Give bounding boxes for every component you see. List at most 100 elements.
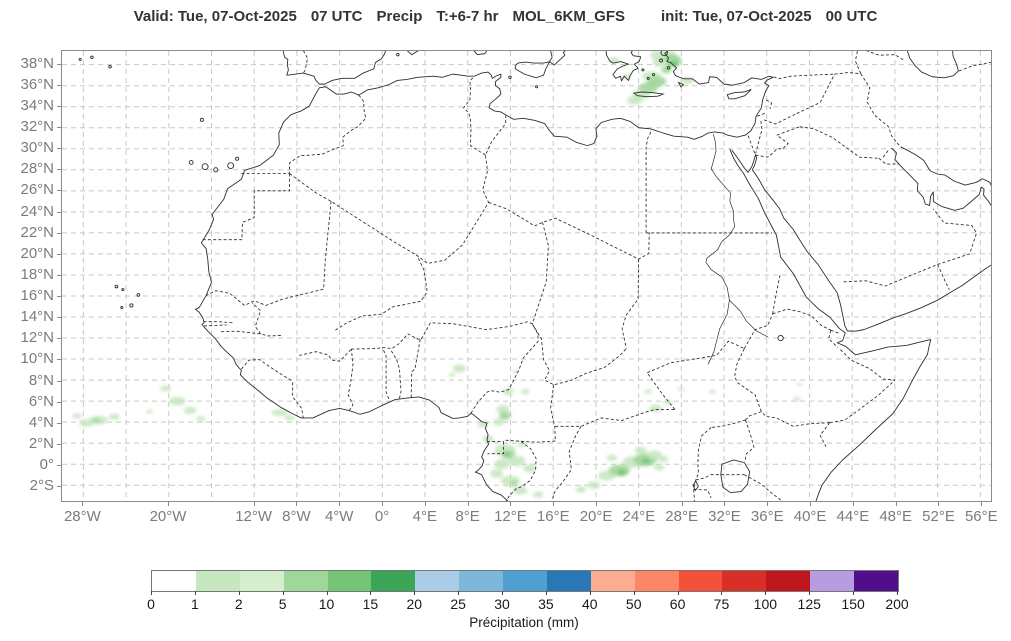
colorbar-tick — [370, 591, 372, 595]
precip-cell — [482, 435, 494, 443]
colorbar-tick-label: 25 — [450, 596, 466, 612]
colorbar-tick — [589, 591, 591, 595]
x-axis-tick — [767, 502, 769, 506]
title-part: 00 UTC — [825, 8, 878, 25]
x-axis-tick — [168, 502, 169, 506]
border-niger-chad — [532, 222, 548, 323]
colorbar-segment — [810, 571, 854, 591]
y-axis-tick-label: 36°N — [20, 75, 54, 93]
border-iran-turkmenistan — [959, 62, 991, 71]
precip-cell — [606, 454, 618, 462]
x-axis-tick-label: 52°E — [922, 508, 955, 525]
border-yemen-saudi-oman-uae — [844, 209, 977, 290]
colorbar-segment — [195, 571, 240, 591]
x-axis-tick-label: 40°E — [793, 508, 827, 525]
x-axis-tick — [596, 502, 598, 506]
y-axis-tick — [57, 127, 61, 129]
lake-tana — [778, 335, 783, 340]
colorbar-title: Précipitation (mm) — [469, 615, 579, 630]
x-axis-tick — [681, 502, 683, 506]
y-axis-tick-label: 28°N — [20, 160, 54, 178]
x-axis-tick — [82, 502, 84, 506]
x-axis-tick-label: 16°E — [536, 508, 570, 525]
colorbar-tick — [853, 591, 855, 595]
precipitation-layer — [72, 51, 803, 498]
y-axis-tick — [57, 274, 61, 276]
colorbar-tick-label: 50 — [625, 596, 642, 612]
y-axis-tick — [57, 253, 61, 255]
colorbar-segment — [152, 571, 196, 591]
border-libya-niger-chad-sudan — [489, 202, 650, 259]
colorbar-tick — [194, 591, 196, 595]
y-axis-tick — [57, 401, 61, 403]
x-axis-tick-label: 48°E — [879, 508, 913, 525]
precip-cell — [236, 359, 243, 364]
y-axis-tick — [57, 422, 61, 424]
colorbar-tick-label: 150 — [841, 596, 865, 612]
colorbar-tick-label: 20 — [406, 596, 423, 612]
y-axis-tick — [57, 486, 61, 488]
colorbar-tick — [326, 591, 328, 595]
precip-cell — [661, 66, 672, 74]
canary-island-icon — [202, 164, 208, 170]
cape-verde-island — [122, 289, 124, 291]
precip-cell — [792, 396, 801, 402]
x-axis-tick — [339, 502, 341, 506]
pantelleria-island — [509, 76, 512, 79]
border-azerbaijan-iran — [866, 51, 903, 60]
border-chad-cameroon-car — [532, 324, 626, 385]
border-ethiopia-somalia-kenya — [820, 350, 895, 447]
y-axis-tick — [57, 232, 61, 234]
map-svg — [62, 51, 991, 501]
coastline-rhodes — [679, 83, 684, 87]
colorbar-tick-label: 200 — [885, 596, 909, 612]
colorbar-tick — [502, 591, 504, 595]
precip-cell — [448, 372, 455, 377]
colorbar-tick — [238, 591, 240, 595]
border-israel-jordan — [756, 121, 762, 154]
coastline-caspian-sea — [907, 51, 958, 78]
colorbar-tick — [897, 591, 898, 595]
precip-cell — [500, 475, 521, 487]
colorbar-tick — [414, 591, 416, 595]
y-axis-tick-label: 20°N — [20, 244, 54, 262]
precip-cell — [657, 455, 669, 463]
x-axis-tick-label: 24°E — [622, 508, 656, 525]
precip-cell — [499, 411, 512, 421]
colorbar — [151, 570, 899, 592]
y-axis-tick-label: 12°N — [20, 329, 54, 347]
precip-cell — [626, 96, 642, 105]
aegean-island — [653, 74, 655, 76]
precip-cell — [168, 396, 186, 406]
precip-cell — [517, 441, 527, 448]
lesbos-island — [661, 51, 667, 56]
y-axis-tick-label: 26°N — [20, 181, 54, 199]
x-axis-tick-label: 12°W — [235, 508, 273, 525]
precip-cell — [503, 451, 510, 456]
precip-cell — [575, 486, 587, 493]
precip-cell — [72, 413, 82, 419]
y-axis-tick — [57, 63, 61, 65]
precip-cell — [587, 481, 601, 489]
x-axis-tick-label: 20°E — [579, 508, 613, 525]
colorbar-segment — [722, 571, 767, 591]
lake-kivu — [693, 481, 698, 490]
colorbar-tick-label: 30 — [494, 596, 510, 612]
y-axis-tick — [57, 338, 61, 340]
coastline-iberia — [283, 51, 386, 84]
colorbar-tick-label: 1 — [190, 596, 199, 612]
canary-island-icon — [214, 168, 218, 172]
x-axis-tick-label: 8°W — [282, 508, 311, 525]
x-axis-tick — [895, 502, 897, 506]
precip-cell — [183, 406, 197, 415]
country-borders-layer — [201, 51, 991, 501]
coastline-sinai-arabia — [732, 150, 991, 331]
colorbar-tick-label: 15 — [362, 596, 379, 612]
cape-verde-island — [130, 304, 133, 307]
y-axis-tick — [57, 465, 61, 467]
precip-cell — [644, 389, 652, 394]
colorbar-tick-label: 100 — [753, 596, 778, 612]
border-morocco-algeria — [289, 95, 365, 173]
y-axis-tick-label: 16°N — [20, 287, 54, 305]
x-axis-tick — [938, 502, 940, 506]
